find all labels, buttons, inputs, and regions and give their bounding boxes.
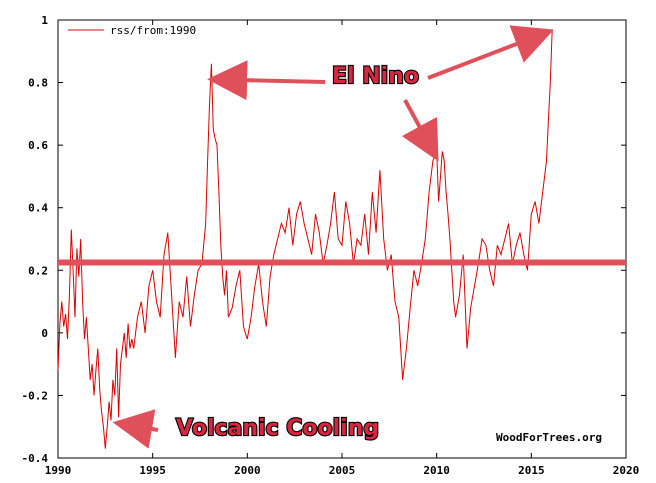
x-tick-label: 2015 [518,464,545,477]
x-tick-label: 2000 [234,464,261,477]
axis-ticks [57,19,627,459]
y-tick-label: 0.8 [28,77,48,90]
y-tick-label: 0.2 [28,264,48,277]
annotation-arrows [112,25,554,449]
annotation-arrow [401,99,439,162]
watermark: WoodForTrees.org [496,431,602,444]
y-tick-label: -0.2 [22,389,49,402]
y-tick-label: 0.4 [28,202,48,215]
plot-area [57,19,627,459]
x-tick-label: 2020 [613,464,640,477]
x-tick-label: 1990 [45,464,72,477]
annotation-arrow [427,25,554,80]
series-line-rss [57,29,553,449]
annotation-arrow [112,409,159,449]
x-tick-label: 2005 [329,464,356,477]
legend: rss/from:1990 [68,24,196,37]
y-tick-label: 0 [41,327,48,340]
axis-tick-labels: -0.4 -0.2 0 0.2 0.4 0.6 0.8 1 1990 1995 2000 2005 20… [22,14,640,477]
annotation-el-nino: El Nino [332,64,419,89]
legend-label: rss/from:1990 [110,24,196,37]
y-tick-label: 0.6 [28,139,48,152]
y-tick-label: -0.4 [22,452,49,465]
x-tick-label: 1995 [139,464,166,477]
annotation-arrow [207,60,326,101]
y-tick-label: 1 [41,14,48,27]
x-tick-label: 2010 [423,464,450,477]
annotation-volcanic-cooling: Volcanic Cooling [176,416,379,441]
